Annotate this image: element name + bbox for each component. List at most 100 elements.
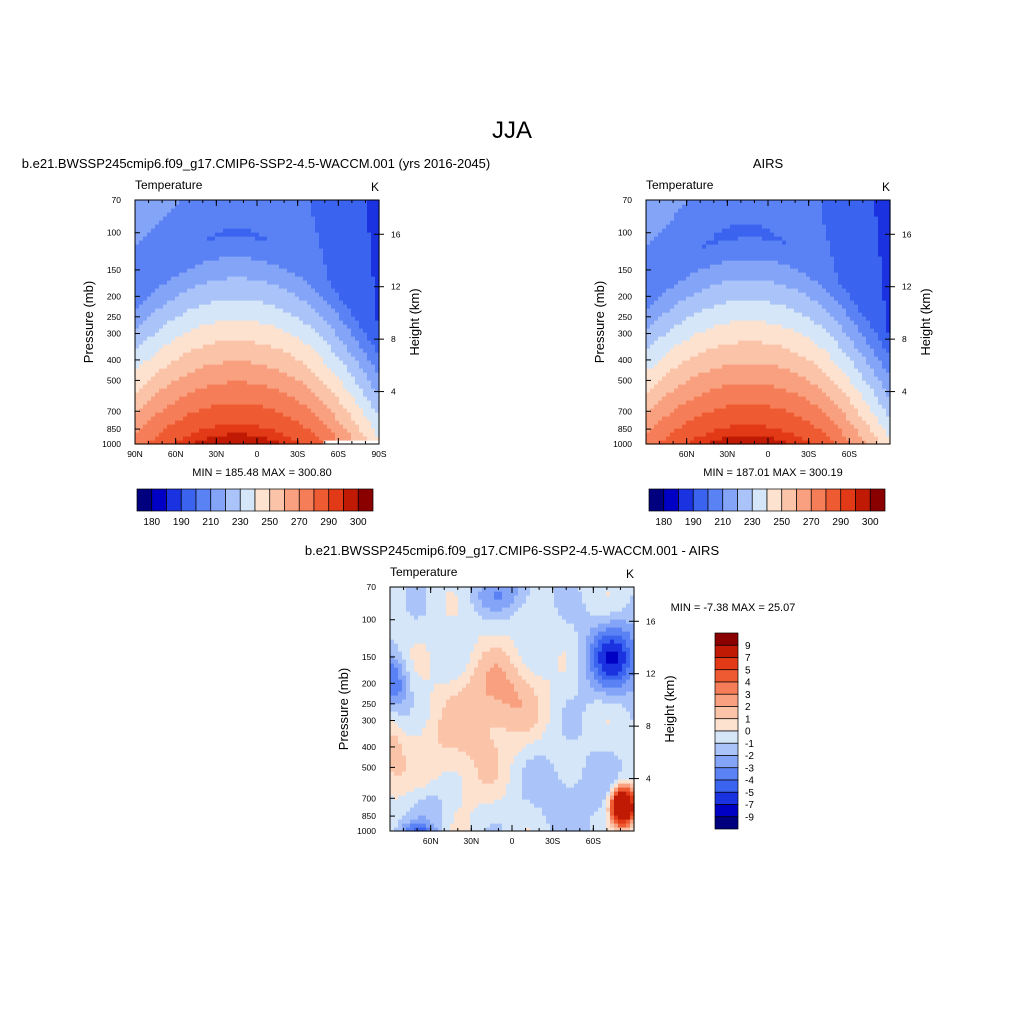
contour-cell	[147, 376, 152, 381]
contour-cell	[327, 376, 332, 381]
contour-cell	[167, 240, 172, 245]
contour-cell	[355, 332, 360, 337]
contour-cell	[662, 428, 667, 433]
contour-cell	[706, 280, 711, 285]
contour-cell	[211, 248, 216, 253]
contour-cell	[143, 216, 148, 221]
contour-cell	[203, 436, 208, 441]
contour-cell	[203, 388, 208, 393]
contour-cell	[355, 228, 360, 233]
contour-cell	[287, 240, 292, 245]
contour-cell	[135, 400, 140, 405]
contour-cell	[646, 228, 651, 233]
contour-cell	[147, 200, 152, 205]
contour-cell	[698, 432, 703, 437]
contour-cell	[187, 432, 192, 437]
contour-cell	[654, 428, 659, 433]
contour-cell	[259, 248, 264, 253]
contour-cell	[259, 372, 264, 377]
contour-cell	[275, 280, 280, 285]
contour-cell	[207, 316, 212, 321]
contour-cell	[231, 232, 236, 237]
contour-cell	[219, 388, 224, 393]
contour-cell	[303, 412, 308, 417]
contour-cell	[207, 244, 212, 249]
contour-cell	[279, 308, 284, 313]
contour-cell	[694, 424, 699, 429]
contour-cell	[319, 324, 324, 329]
contour-cell	[678, 352, 683, 357]
contour-cell	[307, 208, 312, 213]
contour-cell	[323, 376, 328, 381]
contour-cell	[135, 388, 140, 393]
contour-cell	[235, 288, 240, 293]
contour-cell	[702, 380, 707, 385]
contour-cell	[323, 200, 328, 205]
contour-cell	[219, 384, 224, 389]
contour-cell	[303, 408, 308, 413]
contour-cell	[167, 276, 172, 281]
contour-cell	[367, 348, 372, 353]
contour-cell	[223, 400, 228, 405]
contour-cell	[343, 216, 348, 221]
contour-cell	[207, 352, 212, 357]
contour-cell	[311, 432, 316, 437]
contour-cell	[682, 284, 687, 289]
contour-cell	[339, 212, 344, 217]
contour-cell	[710, 384, 715, 389]
contour-cell	[187, 352, 192, 357]
contour-cell	[367, 248, 372, 253]
contour-cell	[315, 236, 320, 241]
contour-cell	[275, 276, 280, 281]
contour-cell	[662, 200, 667, 205]
contour-cell	[295, 244, 300, 249]
contour-cell	[275, 304, 280, 309]
contour-cell	[706, 272, 711, 277]
contour-cell	[315, 384, 320, 389]
contour-cell	[678, 272, 683, 277]
contour-cell	[339, 200, 344, 205]
contour-cell	[183, 268, 188, 273]
contour-cell	[199, 224, 204, 229]
contour-cell	[191, 376, 196, 381]
contour-cell	[351, 368, 356, 373]
contour-cell	[359, 436, 364, 441]
contour-cell	[670, 272, 675, 277]
contour-cell	[694, 392, 699, 397]
contour-cell	[351, 276, 356, 281]
contour-cell	[307, 296, 312, 301]
contour-cell	[307, 400, 312, 405]
contour-cell	[371, 308, 376, 313]
contour-cell	[702, 240, 707, 245]
contour-cell	[271, 336, 276, 341]
contour-cell	[335, 348, 340, 353]
contour-cell	[263, 376, 268, 381]
contour-cell	[674, 216, 679, 221]
contour-cell	[658, 320, 663, 325]
contour-cell	[147, 428, 152, 433]
contour-cell	[658, 416, 663, 421]
contour-cell	[650, 264, 655, 269]
contour-cell	[231, 228, 236, 233]
contour-cell	[694, 336, 699, 341]
contour-cell	[187, 340, 192, 345]
contour-cell	[223, 300, 228, 305]
contour-cell	[307, 284, 312, 289]
contour-cell	[706, 408, 711, 413]
contour-cell	[239, 292, 244, 297]
contour-cell	[207, 384, 212, 389]
contour-cell	[339, 300, 344, 305]
contour-cell	[175, 228, 180, 233]
contour-cell	[263, 232, 268, 237]
contour-cell	[319, 300, 324, 305]
contour-cell	[283, 236, 288, 241]
contour-cell	[259, 260, 264, 265]
contour-cell	[231, 256, 236, 261]
contour-cell	[247, 352, 252, 357]
contour-cell	[351, 316, 356, 321]
contour-cell	[335, 384, 340, 389]
contour-cell	[227, 328, 232, 333]
contour-cell	[319, 304, 324, 309]
colorbar-swatch	[152, 489, 167, 511]
contour-cell	[303, 384, 308, 389]
